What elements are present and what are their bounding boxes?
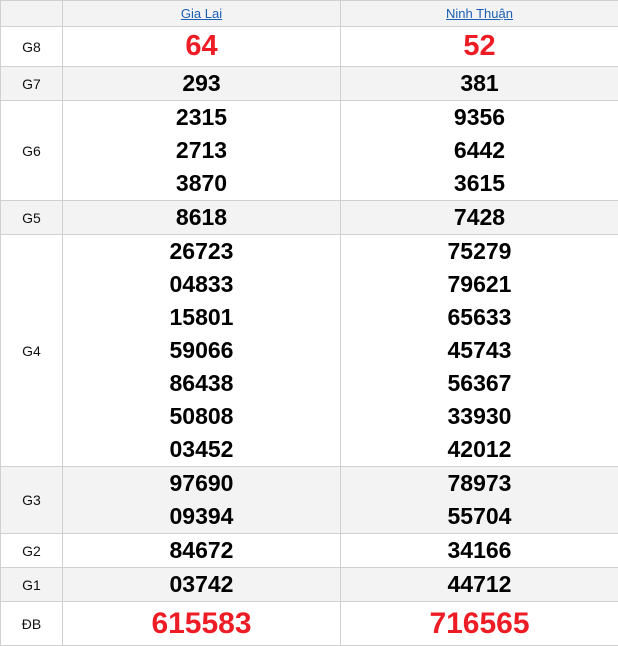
prize-number: 03742 [63,568,340,601]
prize-label: G4 [1,235,63,467]
prize-number: 86438 [63,367,340,400]
prize-number: 3615 [341,167,618,200]
result-cell: 8618 [63,201,341,235]
prize-number: 04833 [63,268,340,301]
prize-number: 75279 [341,235,618,268]
prize-number: 97690 [63,467,340,500]
prize-number: 65633 [341,301,618,334]
prize-number: 8618 [63,201,340,234]
prize-number: 2713 [63,134,340,167]
prize-label: G5 [1,201,63,235]
prize-number: 84672 [63,534,340,567]
prize-number: 6442 [341,134,618,167]
prize-number: 64 [63,30,340,63]
prize-number: 44712 [341,568,618,601]
prize-number: 42012 [341,433,618,466]
province-link-gia-lai[interactable]: Gia Lai [181,6,222,21]
prize-number: 79621 [341,268,618,301]
result-cell: 34166 [341,534,618,568]
special-prize-number: 615583 [63,607,340,640]
result-cell: 03742 [63,568,341,602]
result-cell: 64 [63,27,341,67]
prize-label: G3 [1,467,63,534]
prize-number: 56367 [341,367,618,400]
prize-label: G1 [1,568,63,602]
province-link-ninh-thuan[interactable]: Ninh Thuận [446,6,513,21]
prize-number: 7428 [341,201,618,234]
corner-cell [1,1,63,27]
prize-number: 381 [341,67,618,100]
prize-number: 15801 [63,301,340,334]
prize-number: 34166 [341,534,618,567]
result-cell: 7428 [341,201,618,235]
result-cell: 615583 [63,602,341,646]
result-cell: 716565 [341,602,618,646]
header-row: Gia Lai Ninh Thuận [1,1,618,27]
result-cell: 84672 [63,534,341,568]
prize-number: 52 [341,30,618,63]
prize-label: G7 [1,67,63,101]
prize-label: ĐB [1,602,63,646]
prize-label: G8 [1,27,63,67]
prize-number: 3870 [63,167,340,200]
prize-label: G6 [1,101,63,201]
prize-number: 03452 [63,433,340,466]
prize-number: 45743 [341,334,618,367]
prize-number: 59066 [63,334,340,367]
prize-number: 50808 [63,400,340,433]
prize-number: 09394 [63,500,340,533]
prize-number: 9356 [341,101,618,134]
prize-number: 55704 [341,500,618,533]
prize-number: 2315 [63,101,340,134]
prize-label: G2 [1,534,63,568]
result-cell: 52 [341,27,618,67]
prize-number: 293 [63,67,340,100]
prize-number: 33930 [341,400,618,433]
prize-number: 26723 [63,235,340,268]
result-cell: 293 [63,67,341,101]
special-prize-number: 716565 [341,607,618,640]
result-cell: 381 [341,67,618,101]
result-cell: 44712 [341,568,618,602]
prize-number: 78973 [341,467,618,500]
